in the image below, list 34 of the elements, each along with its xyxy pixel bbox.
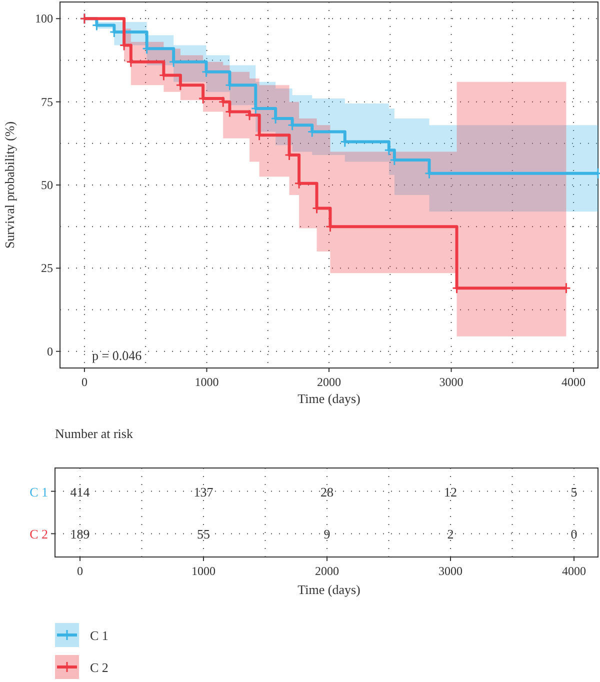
y-tick-label: 100 (35, 12, 53, 26)
x-tick-label: 0 (77, 564, 83, 578)
x-tick-label: 2000 (315, 564, 339, 578)
data-label: 414 (70, 484, 90, 500)
x-tick-label: 3000 (438, 564, 462, 578)
data-label: 137 (194, 484, 214, 500)
x-tick-label: 3000 (439, 375, 464, 389)
x-axis-title: Time (days) (298, 582, 360, 597)
data-label: 189 (70, 526, 90, 542)
data-label: 55 (197, 526, 210, 542)
y-tick-label: 75 (41, 94, 53, 109)
x-axis-title: Time (days) (298, 391, 360, 406)
annotation: p = 0.046 (92, 348, 142, 363)
legend-label: C 1 (90, 628, 108, 643)
y-tick-label: 0 (47, 344, 53, 358)
x-tick-label: 4000 (562, 375, 586, 389)
data-label: 5 (570, 484, 578, 500)
legend-label: C 2 (90, 660, 108, 675)
x-tick-label: 2000 (317, 375, 341, 389)
y-tick-label: C 1 (30, 484, 48, 500)
y-axis-title: Survival probability (%) (2, 121, 17, 249)
data-label: 28 (320, 484, 334, 500)
y-tick-label: 25 (41, 261, 53, 276)
y-tick-label: 50 (41, 178, 53, 192)
x-tick-label: 1000 (194, 375, 219, 389)
y-tick-label: C 2 (30, 526, 48, 542)
data-label: 9 (324, 526, 330, 542)
x-tick-label: 4000 (562, 564, 586, 578)
data-label: 0 (570, 526, 578, 542)
data-label: 12 (444, 484, 457, 500)
x-tick-label: 1000 (192, 564, 216, 578)
chart-title: Number at risk (55, 426, 134, 441)
x-tick-label: 0 (81, 375, 88, 389)
data-label: 2 (447, 526, 454, 542)
